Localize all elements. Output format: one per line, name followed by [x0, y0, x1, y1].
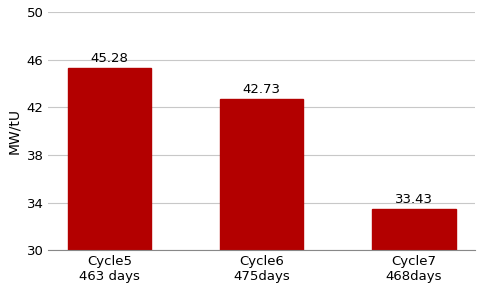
- Y-axis label: MW/tU: MW/tU: [7, 108, 21, 154]
- Bar: [372, 209, 455, 250]
- Text: 45.28: 45.28: [91, 52, 128, 65]
- Bar: [220, 99, 304, 250]
- Text: 33.43: 33.43: [395, 193, 433, 206]
- Text: 42.73: 42.73: [242, 83, 281, 96]
- Bar: [67, 68, 151, 250]
